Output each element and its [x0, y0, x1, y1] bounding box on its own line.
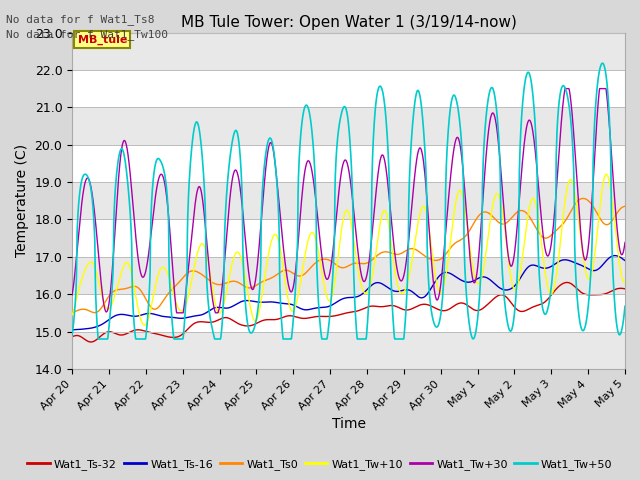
- Title: MB Tule Tower: Open Water 1 (3/19/14-now): MB Tule Tower: Open Water 1 (3/19/14-now…: [180, 15, 516, 30]
- Text: MB_tule: MB_tule: [77, 35, 127, 45]
- Bar: [72, 332, 625, 369]
- Text: No data for f Wat1_Ts8: No data for f Wat1_Ts8: [6, 14, 155, 25]
- Bar: [72, 108, 625, 144]
- Bar: [72, 33, 625, 70]
- Legend: Wat1_Ts-32, Wat1_Ts-16, Wat1_Ts0, Wat1_Tw+10, Wat1_Tw+30, Wat1_Tw+50: Wat1_Ts-32, Wat1_Ts-16, Wat1_Ts0, Wat1_T…: [23, 455, 617, 474]
- Text: No data for f Wat1_Tw100: No data for f Wat1_Tw100: [6, 29, 168, 40]
- Y-axis label: Temperature (C): Temperature (C): [15, 144, 29, 257]
- Bar: [72, 257, 625, 294]
- X-axis label: Time: Time: [332, 418, 365, 432]
- Bar: [72, 182, 625, 219]
